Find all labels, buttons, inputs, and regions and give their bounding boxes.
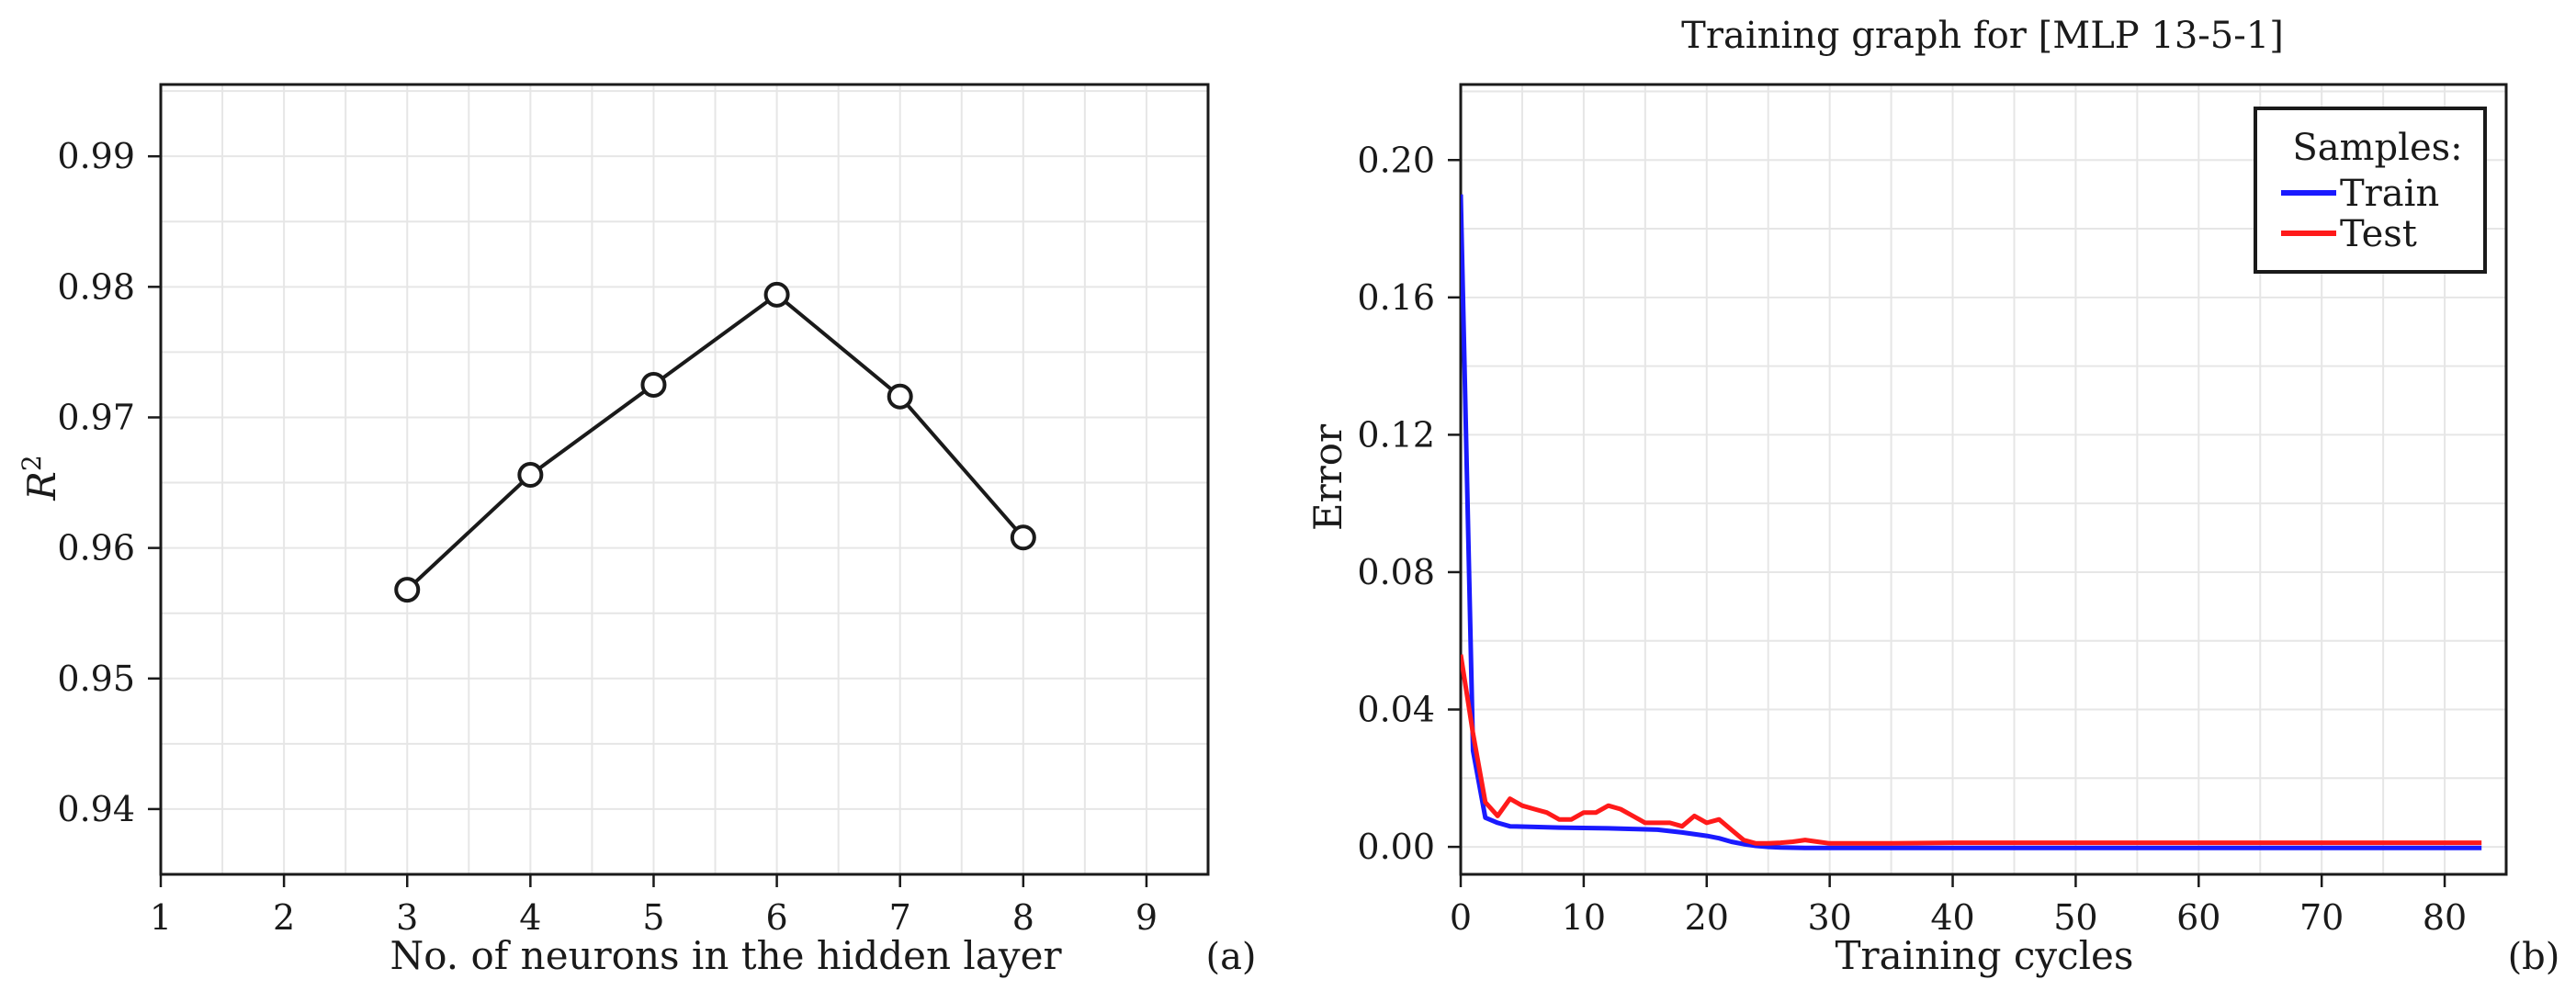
y-tick-label: 0.20 (1357, 140, 1435, 180)
y-tick-label: 0.94 (57, 789, 135, 829)
legend-title: Samples: (2292, 127, 2462, 169)
x-tick-label: 3 (396, 897, 418, 938)
x-tick-label: 7 (889, 897, 911, 938)
data-point (394, 577, 421, 603)
data-point (640, 371, 667, 398)
x-tick-label: 0 (1450, 897, 1472, 938)
panel-label: (b) (2508, 936, 2560, 978)
x-tick-label: 70 (2299, 897, 2344, 938)
x-tick-label: 60 (2176, 897, 2220, 938)
legend-label-test: Test (2340, 213, 2417, 255)
y-tick-label: 0.97 (57, 397, 135, 437)
y-tick-label: 0.95 (57, 659, 135, 699)
x-tick-label: 50 (2053, 897, 2097, 938)
x-tick-label: 4 (519, 897, 541, 938)
plot-frame (159, 83, 1210, 876)
data-point (763, 281, 790, 308)
x-axis-label: Training cycles (1836, 933, 2134, 978)
y-tick-label: 0.96 (57, 528, 135, 569)
panel-a-chart: 1 2 3 4 5 6 7 8 9 0.94 0.95 0.96 0.97 0.98 0.99 No. of … (17, 83, 1257, 978)
x-tick-label: 40 (1930, 897, 1974, 938)
y-tick-label: 0.99 (57, 136, 135, 176)
y-tick-label: 0.98 (57, 266, 135, 307)
x-tick-label: 1 (150, 897, 172, 938)
legend-label-train: Train (2340, 173, 2439, 215)
x-tick-label: 8 (1012, 897, 1034, 938)
x-tick-label: 80 (2423, 897, 2467, 938)
y-tick-label: 0.08 (1357, 552, 1435, 592)
y-axis-label: R2 (17, 455, 64, 501)
y-tick-label: 0.04 (1357, 690, 1435, 730)
y-axis-label-superscript: 2 (17, 455, 47, 471)
y-tick-label: 0.16 (1357, 277, 1435, 318)
y-axis-label-main: R (19, 471, 64, 501)
y-axis-label: Error (1305, 423, 1350, 531)
x-tick-label: 20 (1685, 897, 1729, 938)
panel-b-chart: 0 10 20 30 40 50 60 70 80 0.00 0.04 0.08 0.12 0.16 0.2… (1305, 15, 2559, 978)
series-line-train (1461, 194, 2482, 850)
x-tick-label: 2 (273, 897, 295, 938)
y-tick-label: 0.00 (1357, 827, 1435, 867)
data-point (517, 462, 544, 489)
x-tick-label: 10 (1562, 897, 1606, 938)
x-tick-label: 6 (765, 897, 787, 938)
series-line-r2 (405, 292, 1025, 591)
plot-frame (1459, 83, 2508, 876)
data-point (1010, 524, 1036, 551)
y-tick-label: 0.12 (1357, 414, 1435, 455)
panel-label: (a) (1205, 936, 1256, 978)
chart-title: Training graph for [MLP 13-5-1] (1681, 15, 2284, 57)
data-point (887, 383, 913, 410)
series-line-test (1461, 654, 2482, 846)
x-tick-label: 9 (1135, 897, 1158, 938)
x-tick-label: 5 (642, 897, 664, 938)
x-axis-label: No. of neurons in the hidden layer (390, 933, 1062, 978)
x-tick-label: 30 (1807, 897, 1851, 938)
